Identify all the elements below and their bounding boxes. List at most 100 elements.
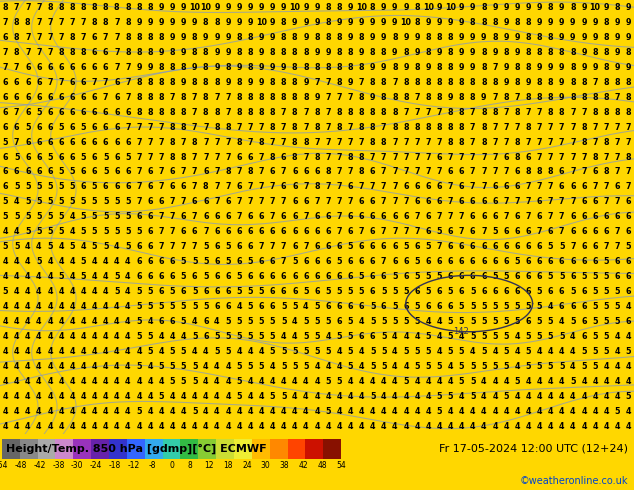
Text: 4: 4 xyxy=(3,407,8,416)
Text: 5: 5 xyxy=(381,317,387,326)
Text: 7: 7 xyxy=(415,168,420,176)
Text: 4: 4 xyxy=(470,347,476,356)
Text: 7: 7 xyxy=(481,152,486,162)
Text: 4: 4 xyxy=(548,407,553,416)
Text: 5: 5 xyxy=(415,347,420,356)
Text: 4: 4 xyxy=(58,317,64,326)
Text: 4: 4 xyxy=(70,317,75,326)
Text: 4: 4 xyxy=(614,362,620,371)
Text: 9: 9 xyxy=(592,33,598,42)
Text: 5: 5 xyxy=(14,212,20,221)
Text: 8: 8 xyxy=(481,78,487,87)
Text: 4: 4 xyxy=(125,362,131,371)
Text: 8: 8 xyxy=(437,78,442,87)
Text: 7: 7 xyxy=(269,212,275,221)
Text: 6: 6 xyxy=(581,227,586,236)
Text: 4: 4 xyxy=(14,362,20,371)
Text: 4: 4 xyxy=(158,347,164,356)
Text: 4: 4 xyxy=(25,332,30,341)
Text: 6: 6 xyxy=(459,182,464,192)
Text: 9: 9 xyxy=(526,3,531,12)
Text: 8: 8 xyxy=(225,63,231,72)
Text: 4: 4 xyxy=(437,332,442,341)
Text: 4: 4 xyxy=(170,422,175,431)
Text: 4: 4 xyxy=(526,407,531,416)
Text: 8: 8 xyxy=(136,78,142,87)
Text: 5: 5 xyxy=(537,362,542,371)
Text: 5: 5 xyxy=(392,287,398,296)
Text: 6: 6 xyxy=(325,227,331,236)
Text: 7: 7 xyxy=(114,18,120,27)
Text: 5: 5 xyxy=(181,317,186,326)
Text: 5: 5 xyxy=(247,257,253,266)
Text: 4: 4 xyxy=(25,242,30,251)
Text: 5: 5 xyxy=(247,287,253,296)
Text: 6: 6 xyxy=(259,212,264,221)
Text: 7: 7 xyxy=(136,197,142,206)
Text: 6: 6 xyxy=(581,182,586,192)
Text: 6: 6 xyxy=(58,152,64,162)
Text: 5: 5 xyxy=(236,362,242,371)
Text: 6: 6 xyxy=(503,227,509,236)
Text: 7: 7 xyxy=(514,93,520,102)
Text: 4: 4 xyxy=(148,317,153,326)
Text: 4: 4 xyxy=(448,362,453,371)
Text: 9: 9 xyxy=(514,3,520,12)
Text: 7: 7 xyxy=(303,212,309,221)
Text: 4: 4 xyxy=(203,422,209,431)
Text: 6: 6 xyxy=(559,182,564,192)
Text: 8: 8 xyxy=(392,33,398,42)
Text: 6: 6 xyxy=(325,257,331,266)
Text: 4: 4 xyxy=(548,392,553,401)
Text: 6: 6 xyxy=(269,168,275,176)
Text: 5: 5 xyxy=(325,407,331,416)
Text: 8: 8 xyxy=(481,18,487,27)
Text: 10: 10 xyxy=(289,3,301,12)
Text: 7: 7 xyxy=(503,168,509,176)
Text: 6: 6 xyxy=(537,272,542,281)
Text: 6: 6 xyxy=(548,257,553,266)
Text: 9: 9 xyxy=(403,33,409,42)
Text: 5: 5 xyxy=(48,227,53,236)
Text: 6: 6 xyxy=(148,272,153,281)
Text: 5: 5 xyxy=(381,347,387,356)
Text: 7: 7 xyxy=(225,152,231,162)
Text: 5: 5 xyxy=(36,227,42,236)
Text: 7: 7 xyxy=(325,182,331,192)
Text: 6: 6 xyxy=(247,212,253,221)
Text: 4: 4 xyxy=(470,422,476,431)
Text: 6: 6 xyxy=(592,197,598,206)
Text: 8: 8 xyxy=(236,33,242,42)
Text: 8: 8 xyxy=(526,63,531,72)
Text: 6: 6 xyxy=(437,182,442,192)
Text: 6: 6 xyxy=(303,197,309,206)
Text: 5: 5 xyxy=(259,317,264,326)
Text: 4: 4 xyxy=(58,422,64,431)
Text: 5: 5 xyxy=(403,287,409,296)
Text: 4: 4 xyxy=(359,347,365,356)
Text: 8: 8 xyxy=(481,3,487,12)
Text: 6: 6 xyxy=(81,182,86,192)
Text: 6: 6 xyxy=(114,108,120,117)
Text: 7: 7 xyxy=(581,168,586,176)
Text: 6: 6 xyxy=(92,152,97,162)
Text: 6: 6 xyxy=(114,138,120,147)
Text: 5: 5 xyxy=(481,347,486,356)
Text: 9: 9 xyxy=(403,63,409,72)
Text: 5: 5 xyxy=(170,287,175,296)
Text: 4: 4 xyxy=(103,362,108,371)
Text: 7: 7 xyxy=(604,242,609,251)
Text: 6: 6 xyxy=(292,197,297,206)
Text: 7: 7 xyxy=(236,197,242,206)
Text: 4: 4 xyxy=(81,302,86,311)
Text: 7: 7 xyxy=(303,242,309,251)
Text: 4: 4 xyxy=(347,392,353,401)
Text: 6: 6 xyxy=(403,302,409,311)
Text: 4: 4 xyxy=(25,362,30,371)
Text: 4: 4 xyxy=(81,362,86,371)
Text: 5: 5 xyxy=(25,122,30,132)
Text: 8: 8 xyxy=(269,78,275,87)
Text: 7: 7 xyxy=(570,242,576,251)
Text: 8: 8 xyxy=(214,18,220,27)
Text: 9: 9 xyxy=(392,48,398,57)
